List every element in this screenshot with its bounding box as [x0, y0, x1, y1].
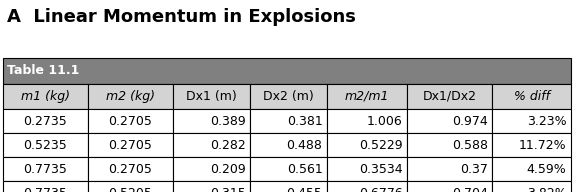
Bar [407, 84, 492, 109]
Bar [3, 133, 88, 157]
Text: % diff: % diff [514, 90, 550, 103]
Text: 0.5235: 0.5235 [24, 139, 67, 152]
Text: 0.5205: 0.5205 [108, 187, 152, 192]
Text: 0.7735: 0.7735 [24, 163, 67, 176]
Bar [250, 157, 327, 181]
Bar [407, 133, 492, 157]
Text: 0.2705: 0.2705 [108, 163, 152, 176]
Bar [88, 84, 173, 109]
Text: 0.37: 0.37 [460, 163, 488, 176]
Text: 0.488: 0.488 [286, 139, 323, 152]
Bar [492, 84, 571, 109]
Bar [3, 58, 571, 84]
Text: Dx2 (m): Dx2 (m) [263, 90, 314, 103]
Bar [250, 84, 327, 109]
Text: 0.2705: 0.2705 [108, 115, 152, 128]
Text: Dx1 (m): Dx1 (m) [186, 90, 237, 103]
Bar [3, 109, 88, 133]
Bar [327, 181, 407, 192]
Text: m2/m1: m2/m1 [345, 90, 389, 103]
Text: 0.588: 0.588 [452, 139, 488, 152]
Text: 0.7735: 0.7735 [24, 187, 67, 192]
Bar [88, 109, 173, 133]
Text: Table 11.1: Table 11.1 [7, 64, 80, 77]
Text: 0.974: 0.974 [452, 115, 488, 128]
Bar [407, 157, 492, 181]
Text: 0.2705: 0.2705 [108, 139, 152, 152]
Bar [88, 133, 173, 157]
Bar [173, 84, 250, 109]
Bar [3, 181, 88, 192]
Text: m2 (kg): m2 (kg) [106, 90, 155, 103]
Bar [492, 133, 571, 157]
Bar [173, 181, 250, 192]
Bar [407, 109, 492, 133]
Text: m1 (kg): m1 (kg) [21, 90, 70, 103]
Text: 0.5229: 0.5229 [359, 139, 402, 152]
Text: 0.561: 0.561 [287, 163, 323, 176]
Text: 0.389: 0.389 [210, 115, 246, 128]
Bar [88, 181, 173, 192]
Text: 0.381: 0.381 [287, 115, 323, 128]
Bar [3, 84, 88, 109]
Bar [407, 181, 492, 192]
Text: 4.59%: 4.59% [527, 163, 567, 176]
Bar [492, 181, 571, 192]
Text: 0.209: 0.209 [210, 163, 246, 176]
Text: 11.72%: 11.72% [519, 139, 567, 152]
Text: A  Linear Momentum in Explosions: A Linear Momentum in Explosions [7, 8, 356, 26]
Bar [492, 109, 571, 133]
Bar [327, 133, 407, 157]
Bar [3, 157, 88, 181]
Bar [173, 133, 250, 157]
Bar [327, 109, 407, 133]
Bar [250, 133, 327, 157]
Text: 0.315: 0.315 [210, 187, 246, 192]
Bar [173, 109, 250, 133]
Text: 0.6776: 0.6776 [359, 187, 402, 192]
Text: 0.282: 0.282 [210, 139, 246, 152]
Text: Dx1/Dx2: Dx1/Dx2 [422, 90, 477, 103]
Text: 0.2735: 0.2735 [24, 115, 67, 128]
Text: 1.006: 1.006 [367, 115, 402, 128]
Bar [492, 157, 571, 181]
Text: 3.23%: 3.23% [527, 115, 567, 128]
Bar [88, 157, 173, 181]
Text: 0.704: 0.704 [452, 187, 488, 192]
Text: 3.82%: 3.82% [527, 187, 567, 192]
Bar [250, 181, 327, 192]
Bar [250, 109, 327, 133]
Bar [173, 157, 250, 181]
Text: 0.455: 0.455 [286, 187, 323, 192]
Bar [327, 84, 407, 109]
Bar [327, 157, 407, 181]
Text: 0.3534: 0.3534 [359, 163, 402, 176]
